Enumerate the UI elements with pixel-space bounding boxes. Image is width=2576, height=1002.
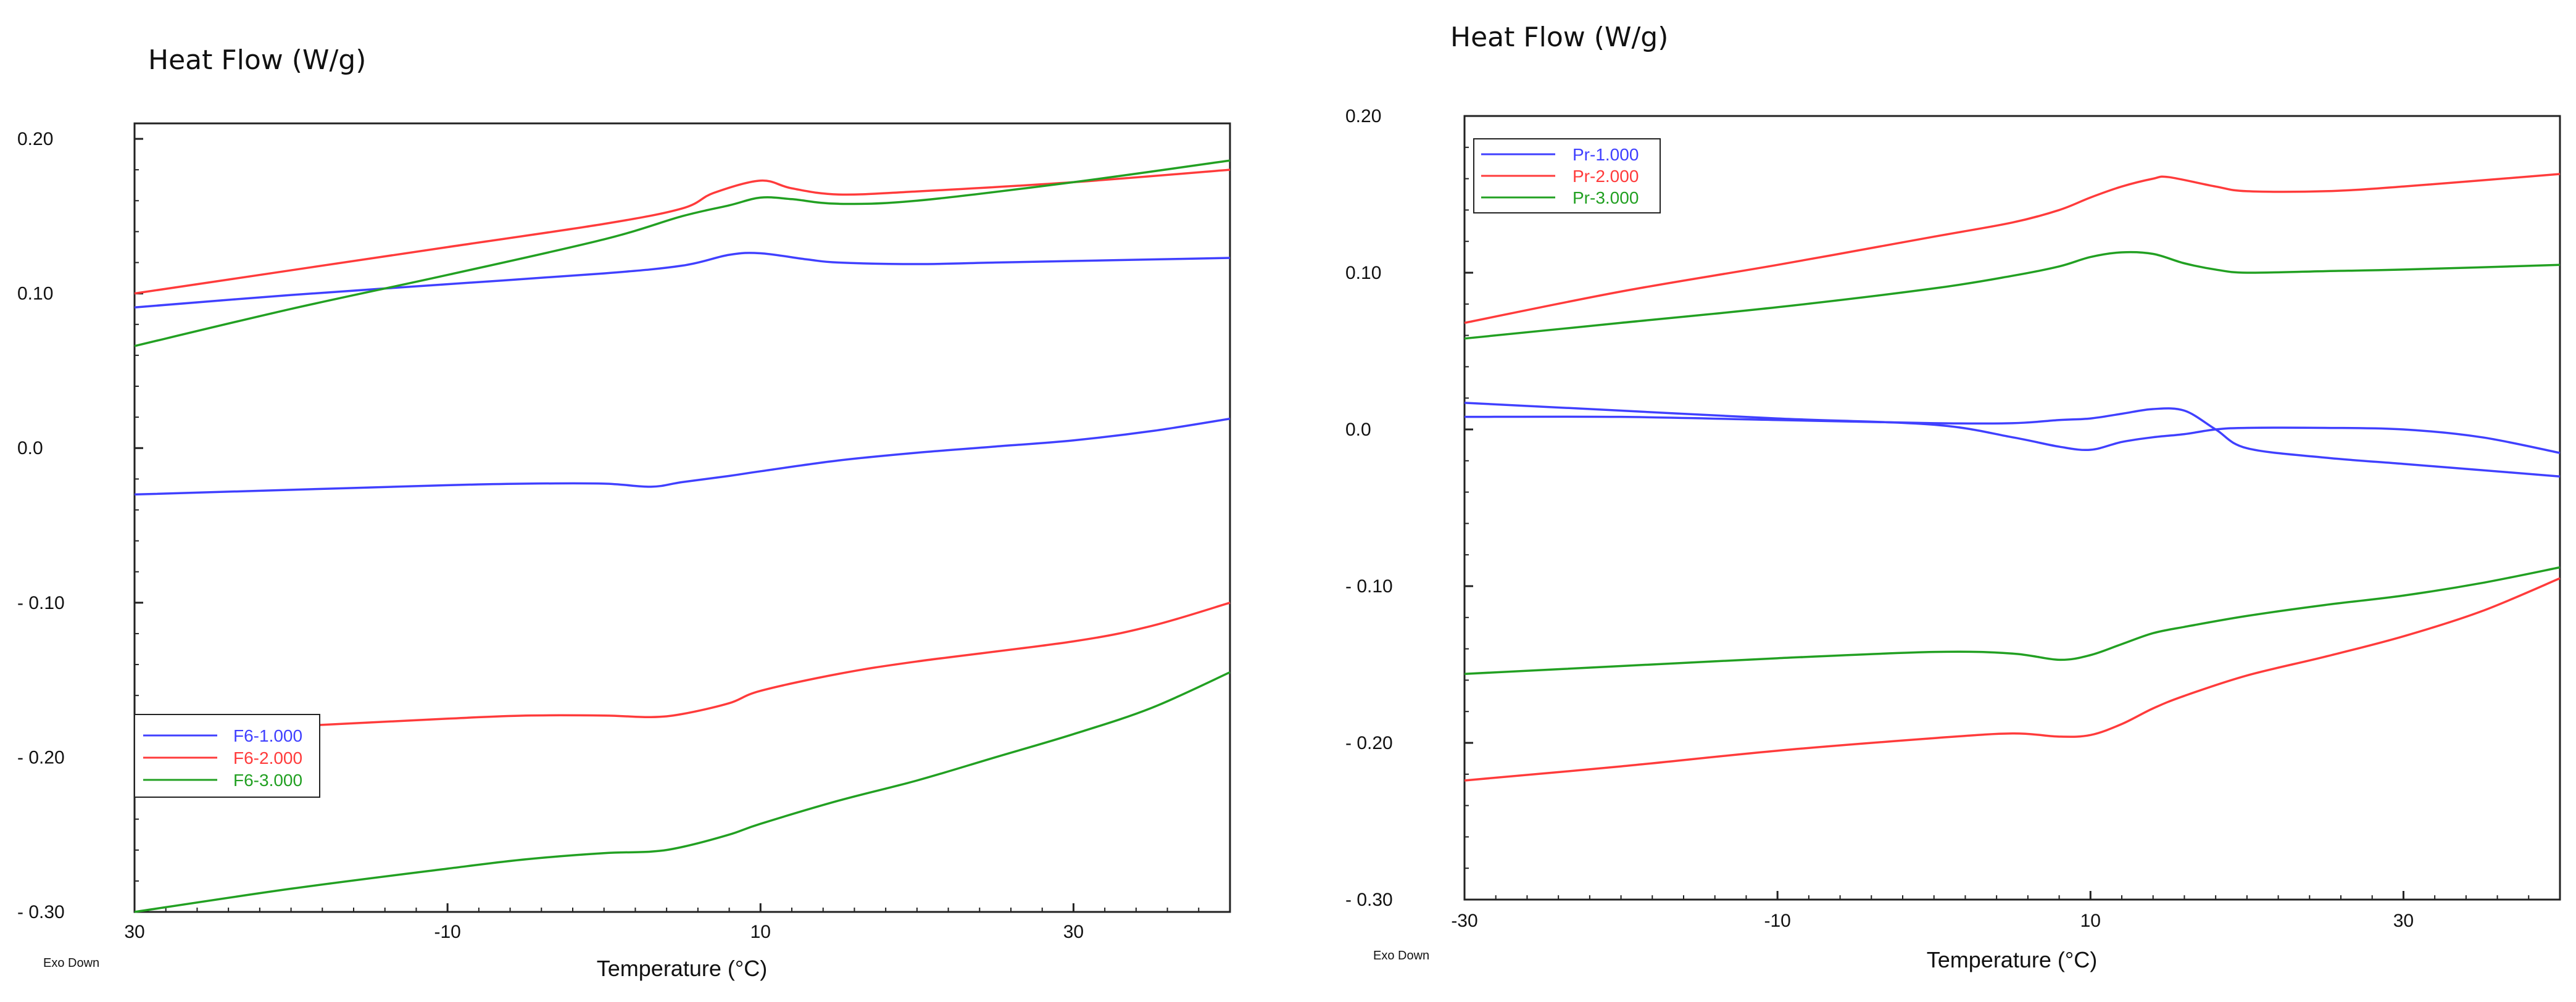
chart-left-xlabel: Temperature (°C)	[597, 956, 767, 981]
y-tick-label: - 0.30	[1345, 890, 1393, 910]
series-line-f6-1-000-1	[134, 417, 1231, 496]
y-tick-label: - 0.10	[17, 593, 65, 613]
x-tick-label: -30	[1451, 911, 1477, 931]
chart-right-legend: Pr-1.000 Pr-2.000 Pr-3.000	[1473, 138, 1661, 213]
series-line-pr-1-000-0	[1464, 407, 2561, 478]
series-line-f6-1-000-0	[134, 252, 1231, 308]
series-line-pr-3-000-5	[1464, 566, 2561, 675]
x-tick-label: 30	[1063, 922, 1084, 942]
chart-left-ylabel: Heat Flow (W/g)	[148, 44, 366, 76]
legend-label-pr-1: Pr-1.000	[1573, 145, 1639, 164]
legend-label-f6-3: F6-3.000	[233, 771, 302, 790]
y-tick-label: - 0.20	[1345, 733, 1393, 753]
chart-right-footnote: Exo Down	[1373, 949, 1429, 963]
y-tick-label: 0.10	[17, 284, 53, 304]
chart-left-plot-frame	[133, 122, 1231, 913]
series-line-pr-2-000-3	[1464, 577, 2561, 782]
chart-right-plot-frame	[1463, 115, 2561, 901]
legend-label-f6-1: F6-1.000	[233, 726, 302, 745]
chart-left: Heat Flow (W/g) 0.20 0.10 0.0 - 0.10 - 0.20 -…	[17, 44, 1231, 981]
series-line-pr-1-000-1	[1464, 402, 2561, 454]
x-tick-label: 10	[750, 922, 771, 942]
chart-left-legend-box	[134, 714, 320, 798]
series-line-pr-3-000-4	[1464, 251, 2561, 340]
series-line-f6-3-000-4	[134, 159, 1231, 347]
legend-label-f6-2: F6-2.000	[233, 748, 302, 768]
chart-left-legend: F6-1.000 F6-2.000 F6-3.000	[134, 714, 320, 798]
chart-left-footnote: Exo Down	[43, 956, 99, 970]
y-tick-label: 0.0	[1345, 420, 1371, 440]
x-tick-label: -10	[1764, 911, 1790, 931]
chart-right: Heat Flow (W/g) 0.20 0.10 0.0 - 0.10 - 0.20 -…	[1345, 22, 2561, 972]
y-tick-label: - 0.20	[17, 747, 65, 768]
y-tick-label: 0.20	[1345, 106, 1381, 126]
series-line-f6-2-000-3	[134, 602, 1231, 735]
chart-right-ylabel: Heat Flow (W/g)	[1450, 22, 1668, 53]
x-tick-label: 30	[2393, 911, 2414, 931]
legend-label-pr-2: Pr-2.000	[1573, 167, 1639, 186]
series-line-f6-3-000-5	[134, 671, 1231, 913]
chart-right-xlabel: Temperature (°C)	[1927, 947, 2097, 972]
legend-label-pr-3: Pr-3.000	[1573, 188, 1639, 207]
series-line-f6-2-000-2	[134, 168, 1231, 295]
x-tick-label: 30	[124, 922, 144, 942]
y-tick-label: 0.0	[17, 438, 43, 458]
series-line-pr-2-000-2	[1464, 173, 2561, 324]
y-tick-label: - 0.30	[17, 902, 65, 922]
x-tick-label: -10	[434, 922, 460, 942]
y-tick-label: 0.10	[1345, 263, 1381, 283]
y-tick-label: 0.20	[17, 129, 53, 149]
x-tick-label: 10	[2080, 911, 2101, 931]
y-tick-label: - 0.10	[1345, 576, 1393, 597]
